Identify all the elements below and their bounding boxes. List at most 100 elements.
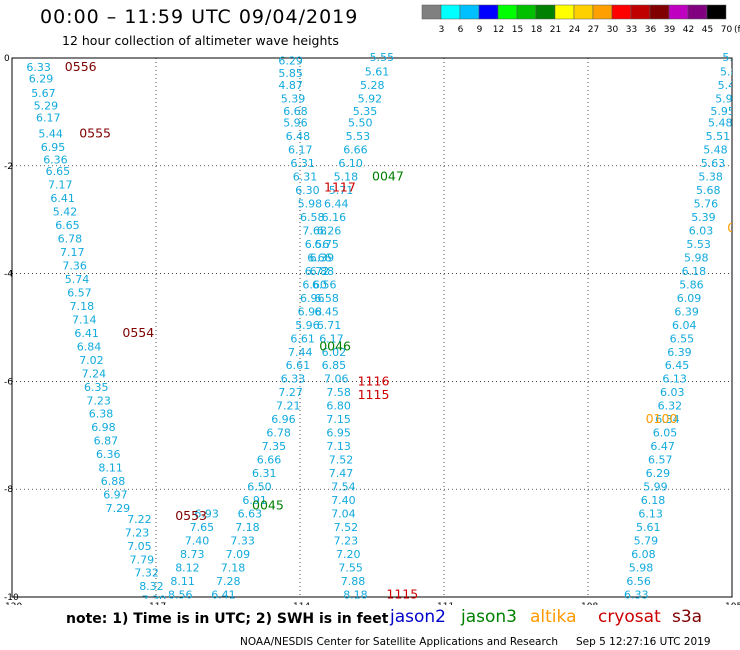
wave-height-label: 5.28 xyxy=(360,79,385,92)
wave-height-label: 5.86 xyxy=(679,278,704,291)
legend-cryosat: cryosat xyxy=(598,607,661,627)
wave-height-label: 7.18 xyxy=(221,561,246,574)
wave-height-label: 6.13 xyxy=(638,507,663,520)
wave-height-label: 7.05 xyxy=(127,540,152,553)
pass-time-label: 1115 xyxy=(358,387,390,402)
wave-height-label: 6.29 xyxy=(278,55,303,68)
wave-height-label: 6.58 xyxy=(314,292,339,305)
wave-height-label: 6.35 xyxy=(84,381,109,394)
wave-height-label: 7.17 xyxy=(60,246,85,259)
wave-height-label: 6.17 xyxy=(319,332,344,345)
x-tick-label: -108 xyxy=(578,602,599,605)
wave-height-label: 7.52 xyxy=(329,454,354,467)
pass-time-label: 0045 xyxy=(252,497,284,512)
pass-time-label: 1117 xyxy=(324,179,356,194)
wave-height-label: 5.35 xyxy=(353,105,378,118)
wave-height-label: 6.65 xyxy=(46,165,71,178)
wave-height-label: 5.61 xyxy=(365,65,390,78)
wave-height-label: 5.29 xyxy=(34,99,59,112)
colorbar-level-label: 24 xyxy=(569,25,581,35)
wave-height-label: 6.71 xyxy=(317,319,342,332)
wave-height-label: 6.45 xyxy=(665,359,690,372)
wave-height-label: 7.47 xyxy=(329,467,354,480)
wave-height-label: 6.97 xyxy=(103,489,128,502)
wave-height-label: 6.47 xyxy=(650,440,675,453)
wave-height-label: 5.41 xyxy=(718,79,740,92)
wave-height-label: 6.60 xyxy=(302,278,327,291)
wave-height-label: 7.35 xyxy=(262,440,287,453)
wave-height-label: 5.39 xyxy=(691,211,716,224)
wave-height-label: 7.40 xyxy=(185,534,210,547)
wave-height-label: 6.68 xyxy=(283,105,308,118)
wave-height-label: 7.65 xyxy=(190,521,215,534)
wave-height-label: 6.98 xyxy=(91,421,116,434)
wave-height-label: 4.87 xyxy=(278,79,303,92)
wave-height-label: 5.95 xyxy=(710,105,735,118)
wave-height-label: 6.08 xyxy=(631,548,656,561)
wave-height-label: 6.02 xyxy=(322,346,347,359)
y-tick-label: -2 xyxy=(4,162,13,172)
wave-height-label: 5.55 xyxy=(370,51,395,64)
wave-height-label: 6.18 xyxy=(682,265,707,278)
colorbar-level-label: 27 xyxy=(588,25,599,35)
wave-height-label: 6.91 xyxy=(242,494,267,507)
pass-time-label: 1115 xyxy=(386,586,418,601)
wave-height-label: 7.32 xyxy=(134,567,159,580)
wave-height-label: 6.16 xyxy=(322,211,347,224)
wave-height-label: 6.87 xyxy=(622,602,647,605)
pass-time-label: 0059 xyxy=(727,220,740,235)
wave-height-label: 6.31 xyxy=(293,171,318,184)
colorbar-level-label: 36 xyxy=(645,25,657,35)
wave-height-label: 5.51 xyxy=(706,130,731,143)
wave-height-label: 6.17 xyxy=(36,111,61,124)
wave-height-label: 6.65 xyxy=(55,219,79,232)
wave-height-label: 6.04 xyxy=(672,319,697,332)
wave-height-label: 5.98 xyxy=(629,561,654,574)
wave-height-label: 5.42 xyxy=(53,206,78,219)
legend-jason3: jason3 xyxy=(461,607,517,627)
y-tick-label: -6 xyxy=(4,377,13,387)
wave-height-label: 6.13 xyxy=(662,373,687,386)
wave-height-label: 6.41 xyxy=(211,588,236,601)
wave-height-label: 5.71 xyxy=(329,184,354,197)
wave-height-label: 6.44 xyxy=(324,198,349,211)
wave-height-label: 6.41 xyxy=(50,192,75,205)
wave-height-label: 5.76 xyxy=(694,198,719,211)
wave-height-label: 7.17 xyxy=(48,179,73,192)
x-tick-label: -117 xyxy=(146,602,166,605)
colorbar-level-label: 39 xyxy=(664,25,676,35)
legend-s3a: s3a xyxy=(672,607,703,627)
wave-height-label: 7.13 xyxy=(326,440,351,453)
wave-height-label: 5.48 xyxy=(703,144,728,157)
footer-timestamp: Sep 5 12:27:16 UTC 2019 xyxy=(576,636,711,648)
wave-height-label: 7.02 xyxy=(79,354,104,367)
wave-height-label: 8.56 xyxy=(168,588,193,601)
wave-height-label: 6.50 xyxy=(247,481,272,494)
wave-height-label: 5.85 xyxy=(278,67,303,80)
wave-height-label: 5.74 xyxy=(65,273,90,286)
wave-height-label: 6.48 xyxy=(286,130,311,143)
wave-height-label: 6.17 xyxy=(288,144,313,157)
wave-height-label: 5.98 xyxy=(684,251,709,264)
wave-height-label: 7.21 xyxy=(276,400,301,413)
wave-height-chart: -120 -117 -114 -111 -108 -105 0 -2 -4 -6 -8 -10 6.33… xyxy=(2,51,740,605)
y-tick-label: 0 xyxy=(4,54,10,64)
wave-height-label: 7.54 xyxy=(331,481,356,494)
wave-height-label: 7.40 xyxy=(331,494,356,507)
wave-height-label: 5.67 xyxy=(31,87,56,100)
wave-height-label: 6.87 xyxy=(94,435,119,448)
pass-time-label: 0555 xyxy=(79,125,111,140)
colorbar-swatch xyxy=(706,4,727,20)
colorbar-level-label: 3 xyxy=(439,25,445,35)
pass-time-label: 0047 xyxy=(372,169,404,184)
wave-height-label: 6.84 xyxy=(77,340,102,353)
wave-height-label: 6.56 xyxy=(312,278,337,291)
wave-height-label: 8.32 xyxy=(139,580,164,593)
wave-height-label: 6.39 xyxy=(667,346,692,359)
wave-height-label: 8.73 xyxy=(180,548,205,561)
wave-height-label: 6.58 xyxy=(300,211,325,224)
wave-height-label: 6.61 xyxy=(286,359,311,372)
wave-height-label: 6.75 xyxy=(314,238,339,251)
wave-height-label: 8.12 xyxy=(175,561,200,574)
wave-height-label: 9.39 xyxy=(170,602,195,605)
